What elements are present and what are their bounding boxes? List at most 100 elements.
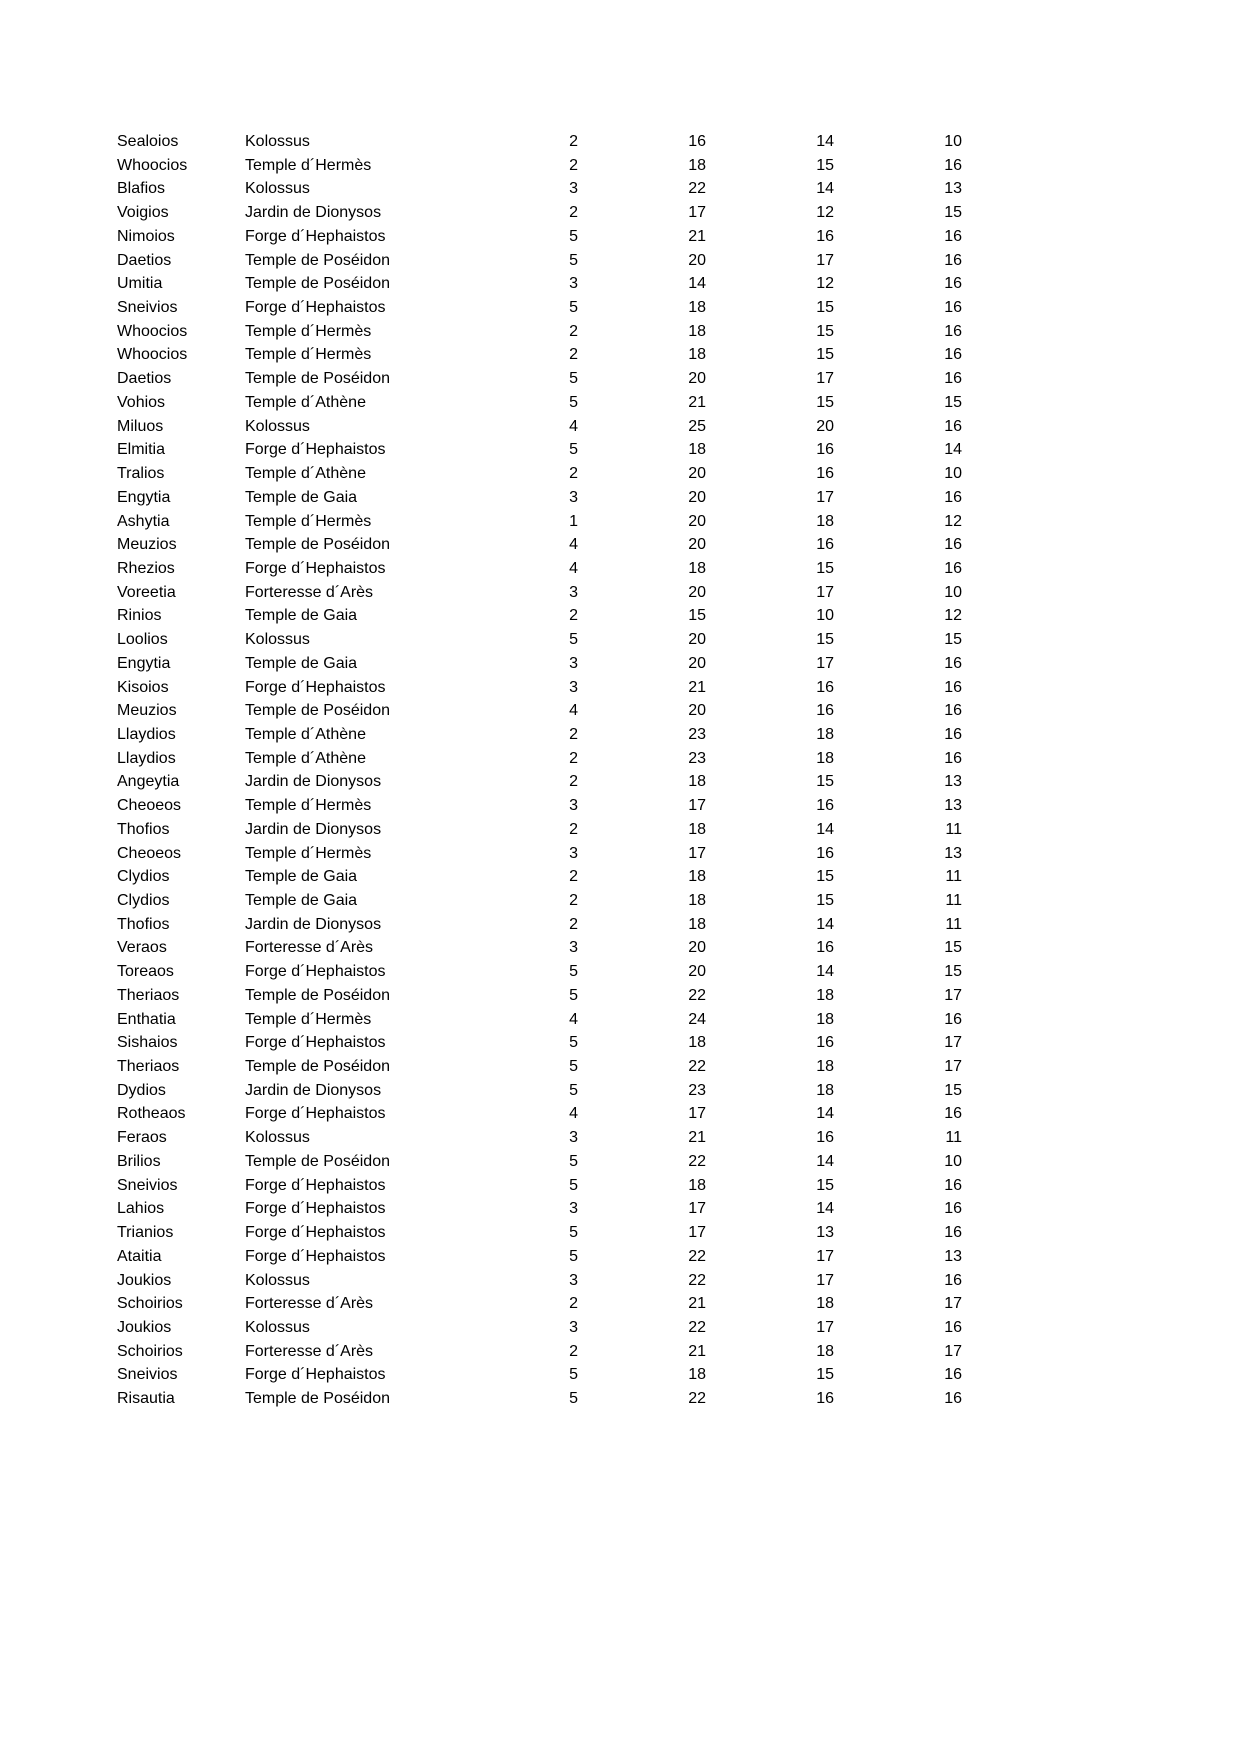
cell-building: Temple d´Hermès bbox=[245, 844, 372, 862]
cell-building: Forge d´Hephaistos bbox=[245, 963, 386, 981]
cell-value-4: 16 bbox=[944, 251, 962, 269]
cell-value-4: 16 bbox=[944, 227, 962, 245]
cell-value-1: 5 bbox=[569, 1152, 578, 1170]
cell-value-3: 16 bbox=[816, 1034, 834, 1052]
cell-value-2: 18 bbox=[688, 1034, 706, 1052]
table-row: Rinios Temple de Gaia 2 15 10 12 bbox=[117, 604, 962, 628]
cell-value-3: 15 bbox=[816, 322, 834, 340]
cell-value-4: 13 bbox=[944, 797, 962, 815]
cell-name: Kisoios bbox=[117, 678, 169, 696]
table-row: Dydios Jardin de Dionysos 5 23 18 15 bbox=[117, 1079, 962, 1103]
cell-value-1: 2 bbox=[569, 773, 578, 791]
cell-value-2: 14 bbox=[688, 275, 706, 293]
cell-value-3: 18 bbox=[816, 749, 834, 767]
cell-building: Temple d´Athène bbox=[245, 749, 366, 767]
cell-value-4: 16 bbox=[944, 749, 962, 767]
cell-value-2: 22 bbox=[688, 1247, 706, 1265]
cell-value-1: 5 bbox=[569, 631, 578, 649]
cell-name: Joukios bbox=[117, 1271, 172, 1289]
cell-name: Daetios bbox=[117, 251, 172, 269]
cell-name: Veraos bbox=[117, 939, 167, 957]
cell-building: Forge d´Hephaistos bbox=[245, 1224, 386, 1242]
cell-building: Temple d´Athène bbox=[245, 725, 366, 743]
table-row: Kisoios Forge d´Hephaistos 3 21 16 16 bbox=[117, 676, 962, 700]
cell-name: Risautia bbox=[117, 1390, 175, 1408]
cell-value-1: 2 bbox=[569, 892, 578, 909]
cell-value-3: 15 bbox=[816, 1176, 834, 1194]
cell-name: Joukios bbox=[117, 1318, 172, 1336]
cell-building: Jardin de Dionysos bbox=[245, 820, 382, 838]
cell-value-1: 2 bbox=[569, 346, 578, 364]
cell-value-3: 16 bbox=[816, 536, 834, 554]
cell-value-2: 21 bbox=[688, 678, 706, 696]
cell-value-1: 3 bbox=[569, 1271, 578, 1289]
cell-value-2: 20 bbox=[688, 488, 706, 506]
cell-name: Clydios bbox=[117, 892, 170, 909]
cell-value-2: 20 bbox=[688, 631, 706, 649]
cell-value-1: 5 bbox=[569, 1034, 578, 1052]
cell-name: Sealoios bbox=[117, 133, 179, 150]
cell-value-1: 4 bbox=[569, 417, 578, 435]
table-row: Joukios Kolossus 3 22 17 16 bbox=[117, 1269, 962, 1293]
cell-value-2: 18 bbox=[688, 773, 706, 791]
cell-value-2: 21 bbox=[688, 393, 706, 411]
cell-value-4: 11 bbox=[945, 892, 962, 909]
cell-building: Forge d´Hephaistos bbox=[245, 441, 386, 459]
cell-value-3: 15 bbox=[816, 559, 834, 577]
table-row: Brilios Temple de Poséidon 5 22 14 10 bbox=[117, 1150, 962, 1174]
cell-name: Brilios bbox=[117, 1152, 161, 1170]
table-row: Angeytia Jardin de Dionysos 2 18 15 13 bbox=[117, 770, 962, 794]
cell-value-4: 16 bbox=[944, 1105, 962, 1123]
cell-value-1: 3 bbox=[569, 1200, 578, 1218]
cell-name: Tralios bbox=[117, 465, 165, 483]
cell-name: Trianios bbox=[117, 1224, 174, 1242]
cell-name: Ataitia bbox=[117, 1247, 162, 1265]
cell-value-2: 17 bbox=[688, 204, 706, 222]
cell-name: Voigios bbox=[117, 204, 169, 222]
cell-value-3: 16 bbox=[816, 1390, 834, 1408]
cell-building: Temple de Poséidon bbox=[245, 536, 390, 554]
table-row: Feraos Kolossus 3 21 16 11 bbox=[117, 1126, 962, 1150]
cell-building: Temple de Poséidon bbox=[245, 251, 390, 269]
table-row: Loolios Kolossus 5 20 15 15 bbox=[117, 628, 962, 652]
cell-value-1: 3 bbox=[569, 678, 578, 696]
cell-name: Enthatia bbox=[117, 1010, 176, 1028]
table-row: Joukios Kolossus 3 22 17 16 bbox=[117, 1316, 962, 1340]
cell-value-3: 10 bbox=[816, 607, 834, 625]
cell-value-2: 20 bbox=[688, 465, 706, 483]
cell-value-2: 17 bbox=[688, 1200, 706, 1218]
table-row: Voreetia Forteresse d´Arès 3 20 17 10 bbox=[117, 581, 962, 605]
cell-building: Forge d´Hephaistos bbox=[245, 1247, 386, 1265]
cell-value-3: 17 bbox=[816, 1247, 834, 1265]
cell-value-3: 12 bbox=[816, 204, 834, 222]
cell-value-4: 14 bbox=[944, 441, 962, 459]
cell-value-3: 14 bbox=[816, 180, 834, 198]
cell-value-1: 2 bbox=[569, 868, 578, 886]
cell-value-4: 16 bbox=[944, 488, 962, 506]
cell-value-4: 15 bbox=[944, 939, 962, 957]
cell-value-3: 15 bbox=[816, 346, 834, 364]
cell-value-1: 2 bbox=[569, 607, 578, 625]
cell-value-3: 16 bbox=[816, 939, 834, 957]
cell-value-1: 2 bbox=[569, 465, 578, 483]
cell-value-1: 3 bbox=[569, 180, 578, 198]
cell-building: Temple de Gaia bbox=[245, 892, 358, 909]
cell-value-3: 20 bbox=[816, 417, 834, 435]
cell-name: Feraos bbox=[117, 1129, 167, 1147]
cell-value-1: 5 bbox=[569, 299, 578, 317]
table-row: Vohios Temple d´Athène 5 21 15 15 bbox=[117, 391, 962, 415]
table-row: Cheoeos Temple d´Hermès 3 17 16 13 bbox=[117, 794, 962, 818]
cell-building: Forge d´Hephaistos bbox=[245, 559, 386, 577]
cell-value-3: 12 bbox=[816, 275, 834, 293]
cell-name: Sneivios bbox=[117, 1176, 178, 1194]
cell-value-2: 20 bbox=[688, 654, 706, 672]
cell-building: Temple d´Hermès bbox=[245, 512, 372, 530]
cell-value-1: 3 bbox=[569, 583, 578, 601]
cell-value-2: 18 bbox=[688, 820, 706, 838]
cell-value-2: 17 bbox=[688, 797, 706, 815]
cell-name: Llaydios bbox=[117, 725, 176, 743]
cell-value-1: 4 bbox=[569, 1105, 578, 1123]
cell-value-4: 17 bbox=[944, 1295, 962, 1313]
cell-value-4: 16 bbox=[944, 370, 962, 388]
cell-value-1: 2 bbox=[569, 820, 578, 838]
